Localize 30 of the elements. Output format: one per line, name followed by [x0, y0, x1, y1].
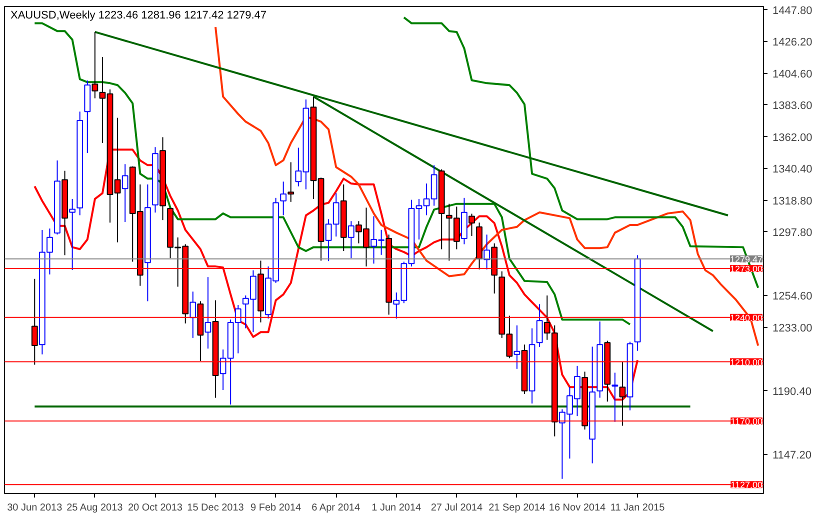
- ref-line-label: 1170.00: [730, 416, 763, 426]
- y-tick-label: 1447.80: [772, 4, 812, 17]
- chart-title: XAUUSD,Weekly 1223.46 1281.96 1217.42 1279.47: [10, 10, 267, 22]
- y-tick-label: 1297.80: [772, 226, 812, 239]
- y-tick-label: 1318.80: [772, 196, 812, 208]
- y-tick-label: 1254.60: [772, 290, 812, 303]
- y-tick-label: 1362.00: [772, 132, 812, 144]
- x-tick-label: 11 Jan 2015: [610, 502, 666, 514]
- y-tick-label: 1404.60: [772, 68, 812, 81]
- ref-line-label: 1240.00: [730, 312, 763, 323]
- y-tick-label: 1426.20: [772, 36, 812, 49]
- ref-line-label: 1279.47: [730, 254, 763, 264]
- ref-line-label: 1210.00: [730, 357, 763, 368]
- y-tick-label: 1233.00: [772, 322, 812, 335]
- x-tick-label: 9 Feb 2014: [250, 502, 302, 514]
- x-tick-label: 30 Jun 2013: [7, 502, 63, 514]
- x-tick-label: 27 Jul 2014: [430, 502, 483, 514]
- x-tick-label: 20 Oct 2013: [128, 502, 183, 514]
- y-tick-label: 1340.40: [772, 164, 812, 176]
- y-tick-label: 1383.60: [772, 100, 812, 112]
- ref-line-label: 1127.00: [730, 480, 763, 490]
- y-tick-label: 1190.40: [772, 386, 812, 398]
- x-tick-label: 16 Nov 2014: [548, 502, 606, 514]
- y-tick-label: 1147.20: [772, 450, 812, 462]
- x-tick-label: 1 Jun 2014: [372, 502, 422, 514]
- x-tick-label: 6 Apr 2014: [312, 502, 360, 514]
- ref-line-label: 1273.00: [730, 264, 763, 274]
- x-tick-label: 25 Aug 2013: [66, 502, 124, 514]
- x-tick-label: 15 Dec 2013: [187, 502, 244, 514]
- x-tick-label: 21 Sep 2014: [488, 502, 546, 514]
